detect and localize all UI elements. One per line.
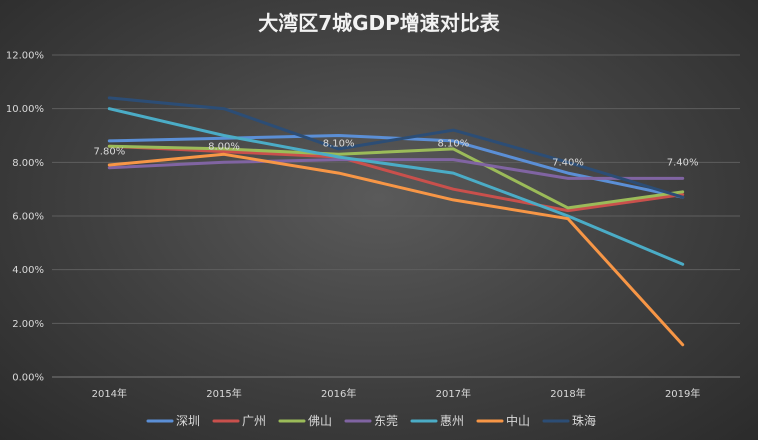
legend-item[interactable]: 惠州 (410, 414, 464, 428)
y-axis: 0.00% 2.00% 4.00% 6.00% 8.00% 10.00% 12.00% (6, 51, 44, 384)
y-tick-label: 8.00% (12, 158, 44, 169)
series-line-广州 (107, 144, 685, 213)
data-label: 7.80% (93, 147, 125, 158)
series-layer (107, 96, 685, 347)
data-label: 7.40% (667, 157, 699, 168)
y-tick-label: 4.00% (12, 265, 44, 276)
chart-title: 大湾区7城GDP增速对比表 (258, 11, 501, 35)
legend-label: 佛山 (308, 414, 332, 428)
legend-item[interactable]: 深圳 (146, 414, 200, 428)
x-tick-label: 2014年 (92, 387, 127, 400)
legend-label: 广州 (242, 414, 266, 428)
legend-label: 深圳 (176, 414, 200, 428)
data-label: 8.00% (208, 141, 240, 152)
y-tick-label: 0.00% (12, 373, 44, 384)
legend-item[interactable]: 佛山 (278, 414, 332, 428)
y-tick-label: 2.00% (12, 319, 44, 330)
legend: 深圳 广州 佛山 东莞 惠州 中山 珠海 (146, 413, 596, 428)
legend-item[interactable]: 中山 (476, 413, 530, 428)
legend-item[interactable]: 广州 (212, 414, 266, 428)
x-axis: 2014年 2015年 2016年 2017年 2018年 2019年 (92, 387, 701, 400)
series-line-中山 (107, 152, 685, 347)
legend-label: 珠海 (572, 413, 596, 428)
x-tick-label: 2016年 (321, 387, 356, 400)
x-tick-label: 2019年 (665, 387, 700, 400)
data-label: 7.40% (552, 157, 584, 168)
y-tick-label: 10.00% (6, 104, 44, 115)
series-line-珠海 (107, 96, 685, 199)
legend-label: 东莞 (374, 414, 398, 428)
x-tick-label: 2018年 (550, 387, 585, 400)
x-tick-label: 2017年 (436, 387, 471, 400)
grid-layer (52, 54, 740, 378)
legend-label: 中山 (506, 413, 530, 428)
x-tick-label: 2015年 (206, 387, 241, 400)
y-tick-label: 12.00% (6, 51, 44, 62)
data-labels: 7.80% 8.00% 8.10% 8.10% 7.40% 7.40% (93, 139, 698, 169)
legend-item[interactable]: 东莞 (344, 414, 398, 428)
series-line-东莞 (107, 158, 685, 180)
y-tick-label: 6.00% (12, 212, 44, 223)
data-label: 8.10% (437, 139, 469, 150)
data-label: 8.10% (323, 139, 355, 150)
legend-item[interactable]: 珠海 (542, 413, 596, 428)
series-line-佛山 (107, 144, 685, 210)
series-line-惠州 (107, 107, 685, 266)
legend-label: 惠州 (440, 414, 464, 428)
